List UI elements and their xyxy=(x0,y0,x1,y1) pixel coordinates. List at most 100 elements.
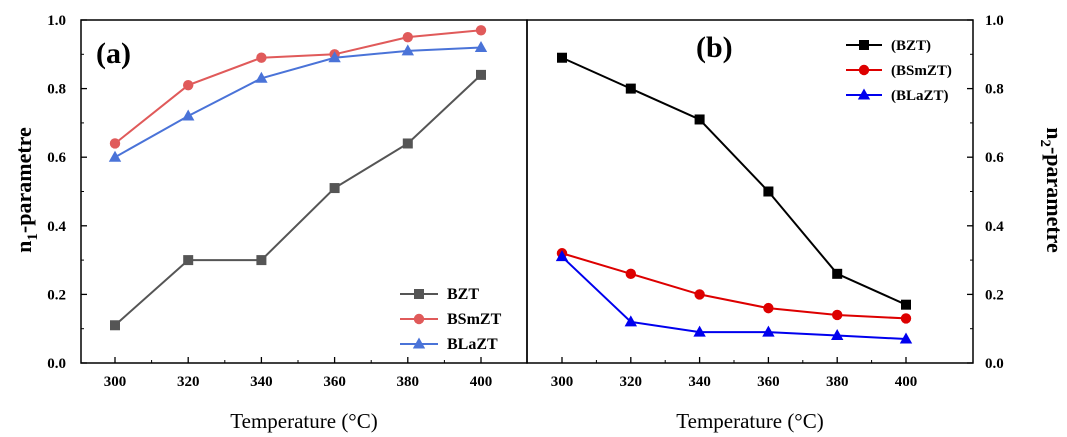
panel-b-legend-label-1: (BSmZT) xyxy=(891,63,952,79)
panel-b-series-0-point-2 xyxy=(694,114,705,125)
panel-b-series-0-point-5 xyxy=(901,299,911,310)
panel-b-x-tick-label-3: 360 xyxy=(757,374,780,390)
panel-b-y-axis-title: n2-parametre xyxy=(1037,127,1067,253)
panel-b-series-1-point-1 xyxy=(625,268,636,280)
panel-a-y-axis-title: n1-parametre xyxy=(11,127,41,253)
panel-b-y-ticks: 0.0 0.2 0.4 0.6 0.8 1.0 xyxy=(967,13,1004,372)
panel-a-series-0 xyxy=(110,69,486,331)
panel-a-y-axis-title-main: n xyxy=(11,241,36,253)
panel-b-series-1-point-3 xyxy=(763,302,774,314)
panel-b-series-1-point-4 xyxy=(832,309,843,321)
panel-b: 0.0 0.2 0.4 0.6 0.8 1.0 300 320 340 360 380 400 (b… xyxy=(526,13,1067,433)
panel-a-legend-label-2: BLaZT xyxy=(447,336,498,353)
panel-a-series-1-point-5 xyxy=(475,25,487,36)
panel-b-series-1 xyxy=(556,248,912,324)
panel-b-label: (b) xyxy=(696,31,733,64)
panel-a-series-2-point-3 xyxy=(328,51,341,63)
panel-b-y-tick-label-2: 0.4 xyxy=(985,219,1004,235)
panel-a-legend-marker-0 xyxy=(414,289,424,299)
panel-a-series-2-point-4 xyxy=(401,44,414,56)
panel-a-x-tick-label-2: 340 xyxy=(250,374,273,390)
panel-a-y-tick-label-2: 0.4 xyxy=(47,219,66,235)
panel-b-y-tick-label-3: 0.6 xyxy=(985,150,1004,166)
panel-b-x-axis-title: Temperature (°C) xyxy=(676,409,823,433)
panel-b-y-tick-label-4: 0.8 xyxy=(985,82,1004,98)
panel-b-series-0-point-1 xyxy=(625,83,636,94)
panel-a-series-2-point-1 xyxy=(182,109,195,121)
panel-b-series-0 xyxy=(557,52,911,310)
panel-a-y-tick-label-1: 0.2 xyxy=(47,287,66,303)
panel-a-series-1-point-1 xyxy=(183,79,194,91)
panel-a-series-2-line xyxy=(114,46,482,159)
panel-b-series-2 xyxy=(555,250,913,344)
panel-a-x-tick-label-0: 300 xyxy=(104,374,127,390)
panel-a-series-2-point-0 xyxy=(108,150,122,162)
panel-b-series-2-point-2 xyxy=(693,325,706,337)
panel-b-y-tick-label-5: 1.0 xyxy=(985,13,1004,29)
panel-b-x-tick-label-1: 320 xyxy=(620,374,643,390)
panel-a-y-tick-label-3: 0.6 xyxy=(47,150,66,166)
panel-b-x-tick-label-0: 300 xyxy=(551,374,574,390)
panel-a-legend-marker-1 xyxy=(413,313,425,325)
panel-a-series-0-line xyxy=(114,74,482,327)
panel-b-legend: (BZT) (BSmZT) (BLaZT) xyxy=(846,38,952,104)
panel-a-legend-label-1: BSmZT xyxy=(447,311,502,328)
panel-b-legend-label-2: (BLaZT) xyxy=(891,88,949,104)
panel-b-series-2-point-3 xyxy=(762,325,775,337)
panel-b-x-tick-label-5: 400 xyxy=(895,374,918,390)
panel-a-y-tick-label-0: 0.0 xyxy=(47,356,66,372)
panel-a-x-tick-label-1: 320 xyxy=(177,374,200,390)
panel-b-series-2-point-1 xyxy=(624,315,637,327)
panel-b-series-2-line xyxy=(561,255,907,340)
panel-a-y-tick-label-5: 1.0 xyxy=(47,13,66,29)
panel-b-series-2-point-0 xyxy=(555,250,569,262)
panel-a-series-0-point-2 xyxy=(256,255,267,266)
panel-a-series-1-point-4 xyxy=(402,31,413,43)
panel-a-series-2-point-2 xyxy=(255,71,268,83)
panel-b-y-axis-title-rest: -parametre xyxy=(1042,147,1067,253)
panel-a-x-tick-label-5: 400 xyxy=(470,374,493,390)
panel-a-x-tick-label-3: 360 xyxy=(323,374,346,390)
panel-b-legend-marker-0 xyxy=(859,40,869,50)
panel-a-x-axis-title: Temperature (°C) xyxy=(230,409,377,433)
panel-b-series-1-line xyxy=(561,252,907,320)
panel-b-series-1-point-5 xyxy=(900,313,912,324)
panel-a-legend-label-0: BZT xyxy=(447,286,479,303)
panel-b-series-0-line xyxy=(561,56,907,306)
panel-b-x-ticks: 300 320 340 360 380 400 xyxy=(551,357,918,390)
panel-b-series-2-point-4 xyxy=(831,329,844,341)
panel-a-y-ticks: 0.0 0.2 0.4 0.6 0.8 1.0 xyxy=(47,13,87,372)
panel-a-x-ticks: 300 320 340 360 380 400 xyxy=(104,357,493,390)
panel-a-y-tick-label-4: 0.8 xyxy=(47,82,66,98)
panel-b-x-tick-label-4: 380 xyxy=(826,374,849,390)
panel-b-series-2-point-5 xyxy=(899,332,913,344)
panel-b-y-axis-title-main: n xyxy=(1042,127,1067,139)
panel-a-label: (a) xyxy=(96,37,131,70)
panel-b-x-tick-label-2: 340 xyxy=(688,374,711,390)
panel-b-y-tick-label-0: 0.0 xyxy=(985,356,1004,372)
panel-a-legend: BZT BSmZT BLaZT xyxy=(400,286,502,353)
panel-b-y-tick-label-1: 0.2 xyxy=(985,287,1004,303)
panel-a-x-tick-label-4: 380 xyxy=(397,374,420,390)
panel-a-series xyxy=(108,25,488,331)
panel-a-series-1-point-2 xyxy=(256,52,267,63)
panel-b-legend-label-0: (BZT) xyxy=(891,38,931,54)
panel-a-series-0-point-4 xyxy=(402,138,413,149)
panel-a-series-0-point-0 xyxy=(110,320,120,331)
panel-b-legend-marker-2 xyxy=(857,88,871,100)
panel-a-series-1-point-0 xyxy=(109,138,121,149)
panel-a-legend-marker-2 xyxy=(412,337,426,349)
panel-a-series-1-line xyxy=(114,29,482,145)
panel-b-series-1-point-2 xyxy=(694,289,705,300)
panel-b-series-0-point-3 xyxy=(763,186,774,197)
panel-a-series-0-point-1 xyxy=(183,255,194,266)
panel-b-legend-marker-1 xyxy=(858,64,870,76)
panel-a-series-1 xyxy=(109,25,487,149)
panel-a-series-2-point-5 xyxy=(474,40,488,52)
panel-b-y-axis-title-sub: 2 xyxy=(1037,139,1053,147)
panel-a: 0.0 0.2 0.4 0.6 0.8 1.0 300 320 340 360 380 400 (a… xyxy=(11,13,528,433)
panel-b-series xyxy=(555,52,913,344)
panel-a-series-0-point-3 xyxy=(329,183,340,194)
panel-a-y-axis-title-rest: -parametre xyxy=(11,127,36,233)
